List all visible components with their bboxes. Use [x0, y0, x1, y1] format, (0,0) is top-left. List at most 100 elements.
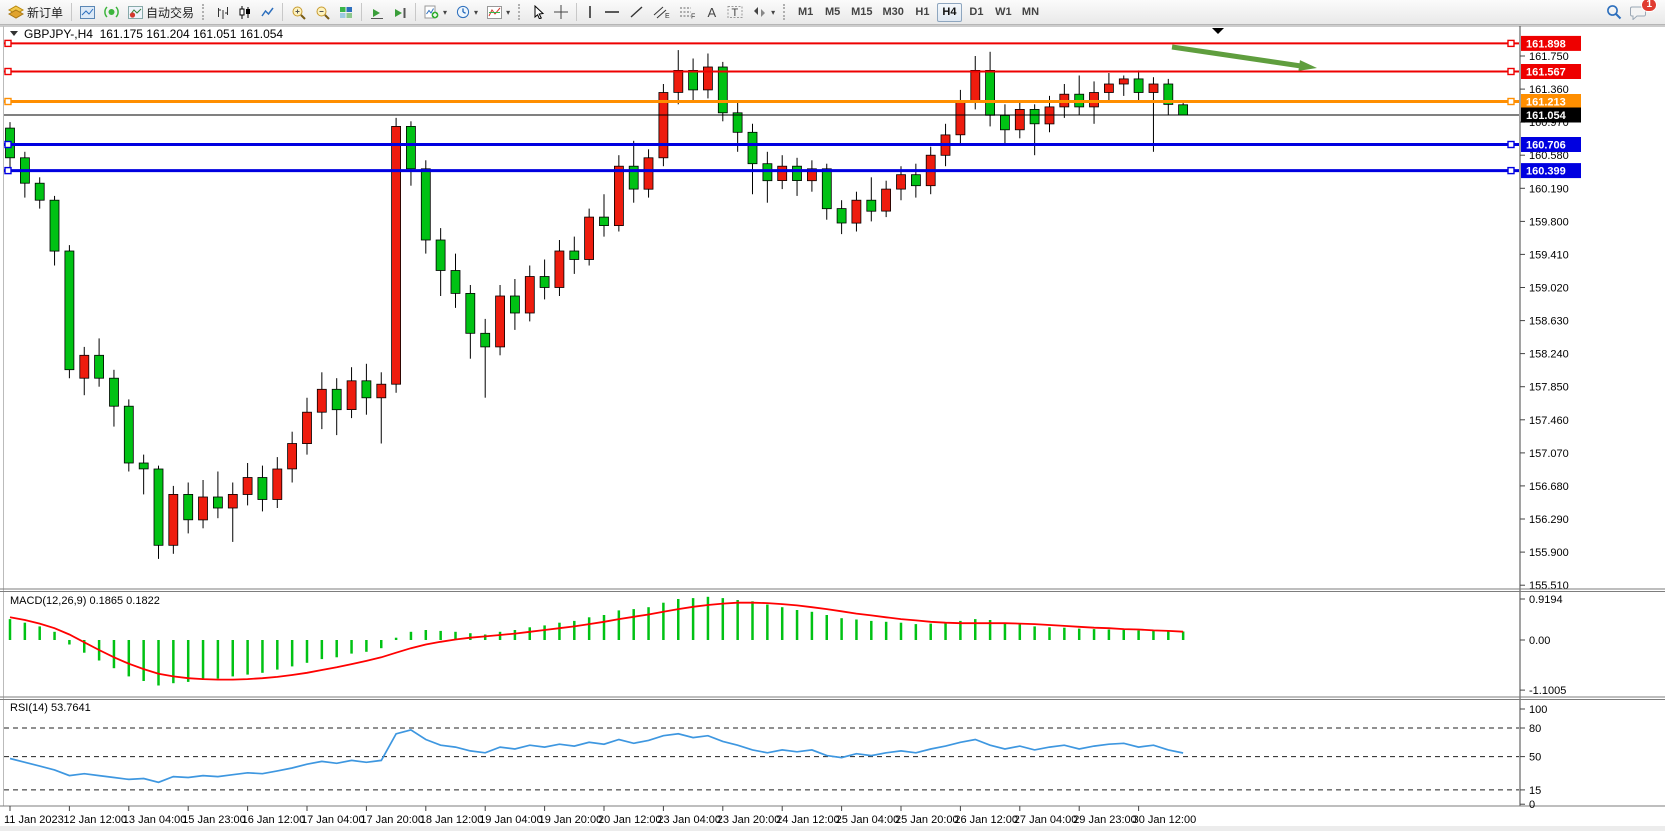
svg-text:155.510: 155.510 [1529, 580, 1569, 592]
horizontal-line-icon [605, 11, 620, 13]
svg-text:158.630: 158.630 [1529, 316, 1569, 328]
symbol-dropdown-icon[interactable] [10, 31, 18, 36]
timeframe-button-h4[interactable]: H4 [936, 2, 962, 22]
rsi-panel: RSI(14) 53.7641 100 80 50 15 0 [4, 702, 1547, 811]
vertical-line-icon [589, 6, 591, 18]
bar-chart-icon [218, 6, 229, 19]
toolbar-separator [361, 3, 363, 21]
svg-text:160.580: 160.580 [1529, 150, 1569, 162]
trendline-tool-button[interactable] [625, 2, 648, 23]
notification-badge[interactable]: 1 [1641, 0, 1657, 12]
indicators-button[interactable]: ▾ [420, 2, 451, 23]
horizontal-line-tool-button[interactable] [600, 2, 624, 23]
vertical-line-tool-button[interactable] [581, 2, 599, 23]
autotrading-button[interactable]: 自动交易 [124, 2, 198, 23]
auto-scroll-button[interactable] [366, 2, 388, 23]
svg-text:T: T [732, 7, 739, 19]
hline-object-160.399[interactable] [4, 166, 1519, 175]
arrows-tool-button[interactable]: ▾ [748, 2, 779, 23]
hline-object-161.567[interactable] [4, 67, 1519, 76]
svg-text:29 Jan 23:00: 29 Jan 23:00 [1073, 814, 1137, 826]
svg-text:50: 50 [1529, 752, 1541, 764]
dropdown-caret-icon: ▾ [771, 7, 776, 17]
chart-shift-marker-icon[interactable] [1212, 28, 1224, 34]
zoom-in-button[interactable] [287, 2, 310, 23]
hline-handle[interactable] [1507, 140, 1515, 149]
svg-text:19 Jan 04:00: 19 Jan 04:00 [479, 814, 543, 826]
svg-text:160.706: 160.706 [1526, 140, 1566, 152]
timeframe-button-w1[interactable]: W1 [991, 3, 1016, 22]
tile-windows-button[interactable] [335, 2, 357, 23]
dropdown-caret-icon: ▾ [506, 7, 511, 17]
new-order-button[interactable]: 新订单 [4, 2, 67, 23]
timeframe-button-m5[interactable]: M5 [820, 3, 845, 22]
svg-text:159.800: 159.800 [1529, 216, 1569, 228]
macd-panel: MACD(12,26,9) 0.1865 0.1822 0.9194 0.00 -1.… [8, 594, 1566, 697]
fibonacci-tool-button[interactable]: F [675, 2, 700, 23]
hline-handle[interactable] [4, 166, 12, 175]
cursor-arrow-icon [534, 5, 545, 19]
svg-text:26 Jan 12:00: 26 Jan 12:00 [954, 814, 1018, 826]
fibonacci-icon: F [680, 7, 695, 19]
timeframe-button-m30[interactable]: M30 [879, 3, 908, 22]
equidistant-channel-tool-button[interactable]: E [649, 2, 674, 23]
hline-handle[interactable] [1507, 166, 1515, 175]
crosshair-tool-button[interactable] [550, 2, 572, 23]
timeframe-button-d1[interactable]: D1 [964, 3, 989, 22]
timeframe-toolbar: M1 M5 M15 M30 H1 H4 D1 W1 MN [793, 2, 1043, 22]
bar-chart-mode-button[interactable] [212, 2, 233, 23]
chart-background[interactable] [0, 26, 1665, 831]
candlestick-mode-button[interactable] [234, 2, 256, 23]
svg-text:30 Jan 12:00: 30 Jan 12:00 [1133, 814, 1197, 826]
price-badge-161.898: 161.898 [1521, 35, 1581, 51]
arrow-annotation[interactable] [1171, 44, 1317, 71]
timeframe-button-m1[interactable]: M1 [793, 3, 818, 22]
market-watch-signal-button[interactable] [100, 2, 123, 23]
hline-object-161.213[interactable] [4, 97, 1519, 106]
hline-handle[interactable] [4, 140, 12, 149]
chat-button-wrapper: 1 [1626, 0, 1657, 23]
svg-text:159.410: 159.410 [1529, 249, 1569, 261]
hline-handle[interactable] [1507, 97, 1515, 106]
indicators-add-icon [424, 5, 439, 19]
hline-handle[interactable] [1507, 39, 1515, 48]
chart-shift-button[interactable] [389, 2, 411, 23]
hline-object-161.898[interactable] [4, 39, 1519, 48]
price-axis: 161.750161.360160.970160.580160.190159.8… [1519, 26, 1569, 806]
timeframe-button-mn[interactable]: MN [1018, 3, 1043, 22]
auto-scroll-icon [371, 8, 384, 19]
zoom-out-button[interactable] [311, 2, 334, 23]
toolbar-grip [202, 4, 208, 20]
svg-text:160.399: 160.399 [1526, 166, 1566, 178]
profiles-button[interactable] [76, 2, 99, 23]
svg-text:16 Jan 12:00: 16 Jan 12:00 [242, 814, 306, 826]
line-chart-mode-button[interactable] [257, 2, 278, 23]
hline-handle[interactable] [1507, 67, 1515, 76]
new-order-icon [8, 5, 24, 19]
text-label-tool-button[interactable]: T [723, 2, 747, 23]
templates-button[interactable]: ▾ [483, 2, 514, 23]
svg-text:12 Jan 12:00: 12 Jan 12:00 [63, 814, 127, 826]
equidistant-channel-icon: E [653, 6, 670, 19]
svg-text:15 Jan 23:00: 15 Jan 23:00 [182, 814, 246, 826]
timeframe-button-h1[interactable]: H1 [910, 3, 935, 22]
timeframe-button-m15[interactable]: M15 [847, 3, 876, 22]
hline-handle[interactable] [4, 67, 12, 76]
chart-canvas[interactable]: GBPJPY-,H4 161.175 161.204 161.051 161.0… [0, 24, 1665, 831]
hline-handle[interactable] [4, 39, 12, 48]
zoom-out-icon [316, 6, 330, 20]
svg-text:161.213: 161.213 [1526, 97, 1566, 109]
svg-text:25 Jan 04:00: 25 Jan 04:00 [836, 814, 900, 826]
chart-window[interactable]: GBPJPY-,H4 161.175 161.204 161.051 161.0… [0, 24, 1665, 831]
cursor-tool-button[interactable] [528, 2, 549, 23]
hline-object-160.706[interactable] [4, 140, 1519, 149]
svg-text:158.240: 158.240 [1529, 349, 1569, 361]
search-button[interactable] [1602, 2, 1626, 23]
hline-handle[interactable] [4, 97, 12, 106]
zoom-in-icon [292, 6, 306, 20]
svg-text:156.290: 156.290 [1529, 514, 1569, 526]
svg-text:20 Jan 12:00: 20 Jan 12:00 [598, 814, 662, 826]
periods-button[interactable]: ▾ [452, 2, 482, 23]
text-tool-button[interactable]: A [701, 2, 722, 23]
